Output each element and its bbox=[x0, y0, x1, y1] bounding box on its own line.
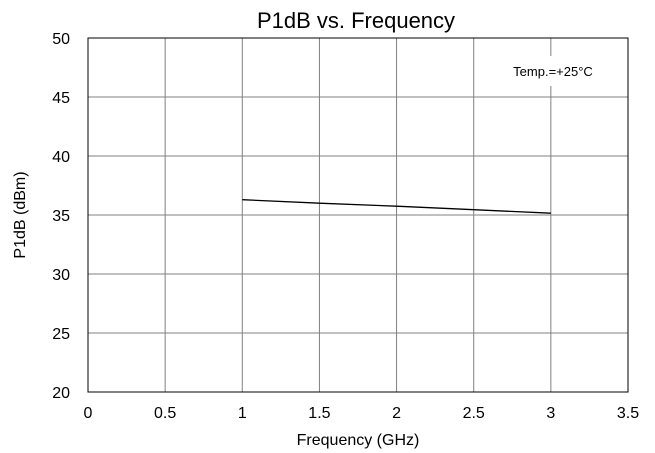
x-axis-label: Frequency (GHz) bbox=[297, 432, 420, 449]
plot-frame bbox=[87, 37, 629, 393]
grid bbox=[88, 38, 628, 392]
x-tick-label: 2 bbox=[392, 405, 401, 422]
x-tick-label: 1.5 bbox=[308, 405, 330, 422]
y-tick-label: 40 bbox=[52, 149, 70, 166]
x-tick-label: 3.5 bbox=[617, 405, 639, 422]
x-tick-label: 2.5 bbox=[463, 405, 485, 422]
y-tick-label: 45 bbox=[52, 90, 70, 107]
x-tick-label: 0 bbox=[84, 405, 93, 422]
series-line bbox=[242, 199, 551, 214]
y-tick-label: 30 bbox=[52, 267, 70, 284]
x-tick-labels: 0 0.5 1 1.5 2 2.5 3 3.5 bbox=[84, 405, 640, 422]
x-tick-label: 1 bbox=[238, 405, 247, 422]
y-tick-label: 25 bbox=[52, 326, 70, 343]
x-tick-label: 0.5 bbox=[154, 405, 176, 422]
y-tick-label: 20 bbox=[52, 385, 70, 402]
temperature-annotation: Temp.=+25°C bbox=[513, 64, 593, 79]
y-tick-labels: 20 25 30 35 40 45 50 bbox=[52, 31, 70, 402]
x-tick-label: 3 bbox=[546, 405, 555, 422]
y-tick-label: 35 bbox=[52, 208, 70, 225]
y-axis-label: P1dB (dBm) bbox=[12, 171, 29, 258]
chart-title: P1dB vs. Frequency bbox=[257, 8, 455, 33]
series-layer bbox=[242, 199, 551, 214]
annotation-box bbox=[489, 56, 617, 86]
y-tick-label: 50 bbox=[52, 31, 70, 48]
